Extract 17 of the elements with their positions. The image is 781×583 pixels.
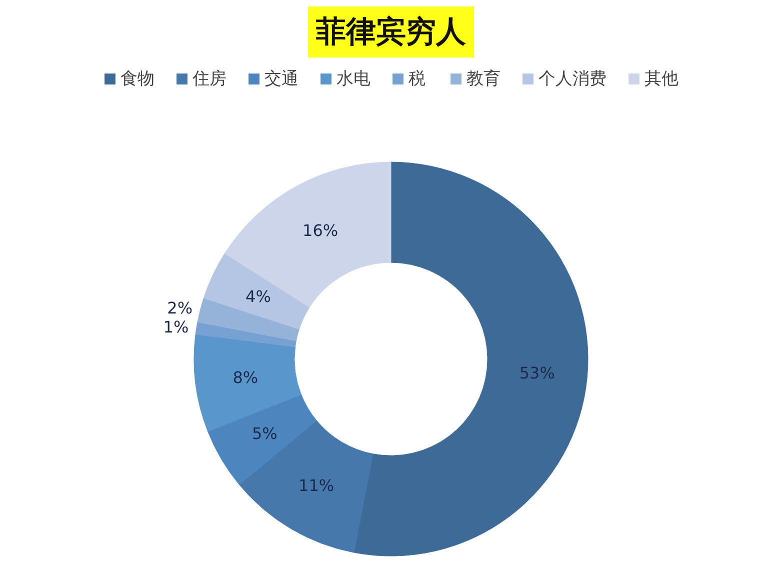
legend-label: 住房 <box>192 68 226 90</box>
data-label: 11% <box>298 476 334 495</box>
legend-label: 其他 <box>644 68 678 90</box>
data-label: 16% <box>302 220 338 240</box>
legend-label: 个人消费 <box>538 68 606 90</box>
data-label: 53% <box>519 363 555 382</box>
data-label: 4% <box>246 287 271 306</box>
chart-title: 菲律宾穷人 <box>316 14 467 50</box>
data-label: 8% <box>232 368 258 387</box>
legend-label: 教育 <box>466 68 500 90</box>
data-label: 1% <box>163 317 189 336</box>
data-label: 5% <box>252 424 278 444</box>
legend-label: 食物 <box>120 68 154 90</box>
legend-label: 水电 <box>336 68 370 90</box>
legend-label: 交通 <box>264 68 298 90</box>
legend-label: 税 <box>408 68 426 90</box>
data-label: 2% <box>167 298 193 318</box>
